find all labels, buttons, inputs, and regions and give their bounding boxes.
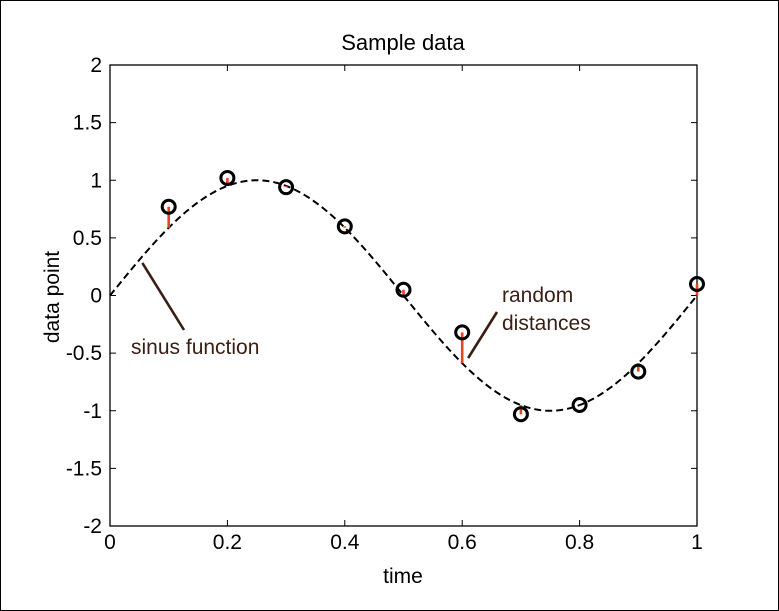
chart-title: Sample data bbox=[341, 30, 465, 55]
data-point-marker bbox=[630, 363, 647, 380]
y-tick-label: 0.5 bbox=[73, 227, 102, 250]
annotation-random-pointer bbox=[467, 311, 499, 359]
annotation-random-line1: random bbox=[502, 284, 573, 307]
x-tick-label: 0.8 bbox=[565, 531, 594, 554]
y-axis-label: data point bbox=[41, 251, 64, 343]
annotation-sinus-label: sinus function bbox=[131, 336, 259, 359]
x-tick-label: 0.6 bbox=[448, 531, 477, 554]
y-tick-label: -1 bbox=[83, 400, 102, 423]
data-point-marker bbox=[689, 275, 705, 292]
x-tick-label: 0.2 bbox=[213, 531, 242, 554]
x-axis-label: time bbox=[383, 565, 423, 588]
y-tick-label: 2 bbox=[90, 54, 102, 77]
x-tick-label: 0.4 bbox=[330, 531, 360, 554]
data-point-marker bbox=[219, 169, 236, 186]
y-tick-label: 0 bbox=[90, 285, 102, 308]
data-point-marker bbox=[160, 198, 177, 215]
x-tick-label: 1 bbox=[691, 531, 703, 554]
data-point-marker bbox=[512, 406, 529, 423]
y-tick-label: 1 bbox=[90, 169, 102, 192]
data-point-marker bbox=[395, 281, 412, 298]
annotation-sinus-pointer bbox=[141, 262, 186, 331]
annotation-random-line2: distances bbox=[502, 312, 591, 335]
annotation-random-distances: random distances bbox=[467, 284, 591, 359]
y-tick-label: -1.5 bbox=[66, 457, 102, 480]
data-point-marker bbox=[278, 179, 295, 196]
annotation-sinus-function: sinus function bbox=[131, 262, 259, 359]
data-point-marker bbox=[336, 218, 353, 235]
sinus-curve bbox=[109, 179, 698, 412]
y-tick-label: 1.5 bbox=[73, 112, 102, 135]
plot-area: 0 0.2 0.4 0.6 0.8 1 2 1.5 1 0.5 0 -0.5 -1 -1.5 -2 bbox=[66, 54, 705, 554]
data-point-marker bbox=[571, 396, 588, 413]
x-tick-label: 0 bbox=[104, 531, 116, 554]
y-tick-label: -0.5 bbox=[66, 342, 102, 365]
y-tick-label: -2 bbox=[83, 515, 102, 538]
data-point-marker bbox=[454, 324, 471, 341]
